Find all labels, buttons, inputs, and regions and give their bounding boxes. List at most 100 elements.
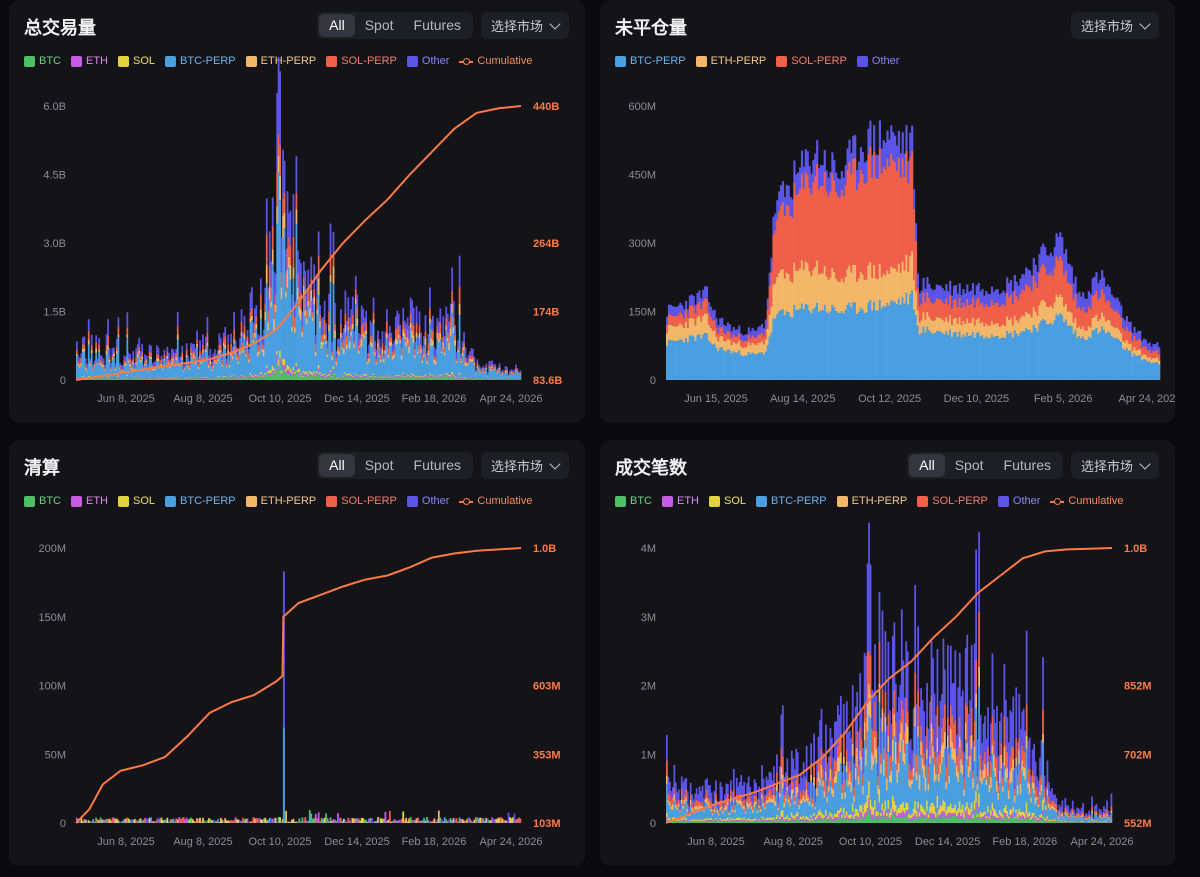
bar-sol-perp — [500, 372, 503, 375]
bar-sol-perp — [1072, 299, 1075, 323]
bar-btc — [796, 819, 799, 823]
bar-btc-perp — [896, 783, 899, 810]
market-select[interactable]: 选择市场 — [480, 12, 569, 39]
legend-item-eth-perp[interactable]: ETH-PERP — [245, 55, 316, 67]
market-select[interactable]: 选择市场 — [480, 452, 569, 479]
bar-sol-perp — [182, 369, 185, 371]
legend-item-sol-perp[interactable]: SOL-PERP — [917, 495, 988, 507]
bar-eth-perp — [506, 371, 508, 373]
bar-sol-perp — [230, 343, 233, 352]
legend-item-btc[interactable]: BTC — [24, 495, 61, 507]
legend-item-eth[interactable]: ETH — [71, 495, 108, 507]
tab-all[interactable]: All — [319, 14, 355, 37]
legend-item-eth[interactable]: ETH — [662, 495, 699, 507]
legend-item-cumulative[interactable]: Cumulative — [459, 495, 532, 507]
tab-all[interactable]: All — [319, 454, 355, 477]
bar-btc-perp — [755, 354, 758, 380]
bar-other — [944, 669, 946, 705]
legend-item-sol-perp[interactable]: SOL-PERP — [326, 55, 397, 67]
bar-other — [101, 356, 103, 362]
bar-btc — [850, 819, 853, 823]
bar-sol-perp — [181, 352, 184, 358]
bar-btc — [915, 819, 918, 823]
bar-eth-perp — [942, 742, 945, 758]
bar-btc-perp — [495, 373, 498, 380]
bar-btc-perp — [264, 320, 267, 373]
bar-btc — [185, 379, 188, 380]
tab-futures[interactable]: Futures — [413, 17, 461, 33]
tab-spot[interactable]: Spot — [954, 457, 984, 473]
bar-other — [202, 334, 204, 345]
legend-item-sol-perp[interactable]: SOL-PERP — [326, 495, 397, 507]
legend-item-cumulative[interactable]: Cumulative — [1050, 495, 1123, 507]
legend-item-other[interactable]: Other — [406, 55, 449, 67]
bar-btc-perp — [729, 802, 732, 818]
legend-item-other[interactable]: Other — [406, 495, 449, 507]
legend-item-other[interactable]: Other — [997, 495, 1040, 507]
bar-eth-perp — [387, 354, 390, 358]
bar-eth — [200, 377, 203, 379]
bar-btc-perp — [723, 350, 726, 380]
bar-eth-perp — [819, 777, 821, 786]
bar-btc-perp — [381, 354, 384, 377]
tab-spot[interactable]: Spot — [364, 17, 394, 33]
bar-other — [485, 363, 488, 367]
tab-futures[interactable]: Futures — [1003, 457, 1051, 473]
bar-other — [405, 323, 408, 337]
legend-item-cumulative[interactable]: Cumulative — [459, 55, 532, 67]
bar-btc — [414, 379, 416, 380]
bar — [96, 819, 99, 823]
bar-sol-perp — [728, 332, 731, 340]
bar — [341, 820, 344, 823]
legend-item-eth[interactable]: ETH — [71, 55, 108, 67]
legend-item-eth-perp[interactable]: ETH-PERP — [836, 495, 907, 507]
bar-other — [292, 194, 295, 237]
bar-btc-perp — [668, 805, 671, 819]
legend-item-btc-perp[interactable]: BTC-PERP — [615, 55, 686, 67]
bar-sol-perp — [159, 363, 161, 366]
bar-sol — [697, 820, 700, 822]
legend-item-btc[interactable]: BTC — [24, 55, 61, 67]
bar-other — [781, 705, 784, 757]
bar — [141, 820, 144, 823]
bar-eth — [117, 376, 120, 379]
bar-eth-perp — [1158, 360, 1161, 365]
bar-other — [76, 341, 78, 351]
bar-btc — [512, 379, 514, 380]
legend-item-btc-perp[interactable]: BTC-PERP — [756, 495, 827, 507]
bar-eth — [887, 809, 890, 816]
bar-other — [793, 769, 796, 796]
bar-btc — [466, 379, 468, 380]
bar-sol-perp — [114, 366, 117, 369]
legend-item-sol[interactable]: SOL — [709, 495, 746, 507]
legend-item-btc[interactable]: BTC — [615, 495, 652, 507]
bar-sol — [935, 812, 937, 818]
market-select[interactable]: 选择市场 — [1070, 452, 1159, 479]
market-select[interactable]: 选择市场 — [1070, 12, 1159, 39]
bar-btc-perp — [918, 334, 921, 380]
bar-btc-perp — [461, 355, 464, 377]
tab-all[interactable]: All — [909, 454, 945, 477]
legend-item-eth-perp[interactable]: ETH-PERP — [245, 495, 316, 507]
bar-btc-perp — [841, 799, 844, 815]
bar-sol — [442, 374, 445, 376]
bar-sol — [667, 817, 670, 821]
bar-sol-perp — [905, 697, 908, 724]
legend-item-sol[interactable]: SOL — [118, 495, 155, 507]
legend-item-eth-perp[interactable]: ETH-PERP — [695, 55, 766, 67]
bar-eth-perp — [322, 341, 325, 346]
bar-btc-perp — [761, 798, 763, 817]
bar-sol-perp — [513, 372, 516, 374]
bar-sol — [390, 376, 393, 378]
bar-sol-perp — [918, 755, 921, 775]
bar-btc-perp — [981, 335, 984, 380]
legend-item-other[interactable]: Other — [856, 55, 899, 67]
tab-futures[interactable]: Futures — [413, 457, 461, 473]
legend-item-btc-perp[interactable]: BTC-PERP — [165, 495, 236, 507]
legend-item-sol[interactable]: SOL — [118, 55, 155, 67]
bar-sol-perp — [341, 342, 344, 348]
legend-item-sol-perp[interactable]: SOL-PERP — [776, 55, 847, 67]
tab-spot[interactable]: Spot — [364, 457, 394, 473]
bar-btc-perp — [707, 806, 710, 818]
legend-item-btc-perp[interactable]: BTC-PERP — [165, 55, 236, 67]
